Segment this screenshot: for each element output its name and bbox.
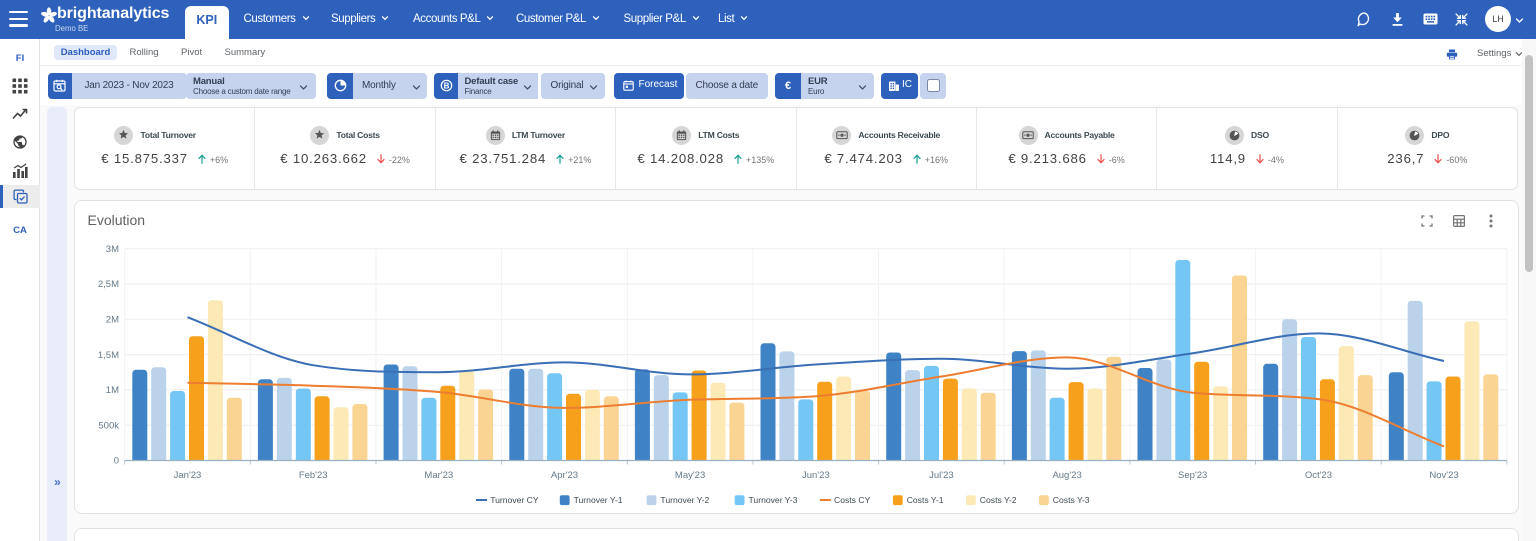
svg-text:Turnover Y-3: Turnover Y-3 bbox=[749, 495, 798, 505]
svg-text:Mar'23: Mar'23 bbox=[424, 470, 453, 481]
svg-text:Costs Y-2: Costs Y-2 bbox=[980, 495, 1017, 505]
svg-text:Nov'23: Nov'23 bbox=[1429, 470, 1458, 481]
svg-text:1M: 1M bbox=[106, 385, 119, 396]
svg-text:Apr'23: Apr'23 bbox=[551, 470, 578, 481]
svg-text:Costs Y-3: Costs Y-3 bbox=[1053, 495, 1090, 505]
svg-text:May'23: May'23 bbox=[675, 470, 705, 481]
svg-text:Costs Y-1: Costs Y-1 bbox=[907, 495, 944, 505]
svg-text:Jan'23: Jan'23 bbox=[174, 470, 202, 481]
svg-text:Jul'23: Jul'23 bbox=[929, 470, 954, 481]
svg-text:Jun'23: Jun'23 bbox=[802, 470, 830, 481]
svg-text:Oct'23: Oct'23 bbox=[1305, 470, 1332, 481]
svg-text:0: 0 bbox=[114, 456, 119, 467]
svg-text:Costs CY: Costs CY bbox=[834, 495, 871, 505]
svg-text:500k: 500k bbox=[98, 420, 119, 431]
svg-text:B: B bbox=[444, 81, 450, 90]
svg-text:2M: 2M bbox=[106, 315, 119, 326]
svg-text:Turnover CY: Turnover CY bbox=[490, 495, 539, 505]
svg-text:Feb'23: Feb'23 bbox=[299, 470, 328, 481]
svg-text:Turnover Y-2: Turnover Y-2 bbox=[660, 495, 709, 505]
svg-text:3M: 3M bbox=[106, 244, 119, 255]
svg-text:Sep'23: Sep'23 bbox=[1178, 470, 1207, 481]
svg-text:1,5M: 1,5M bbox=[98, 350, 119, 361]
svg-text:2,5M: 2,5M bbox=[98, 279, 119, 290]
svg-text:Turnover Y-1: Turnover Y-1 bbox=[574, 495, 623, 505]
svg-text:Aug'23: Aug'23 bbox=[1052, 470, 1081, 481]
